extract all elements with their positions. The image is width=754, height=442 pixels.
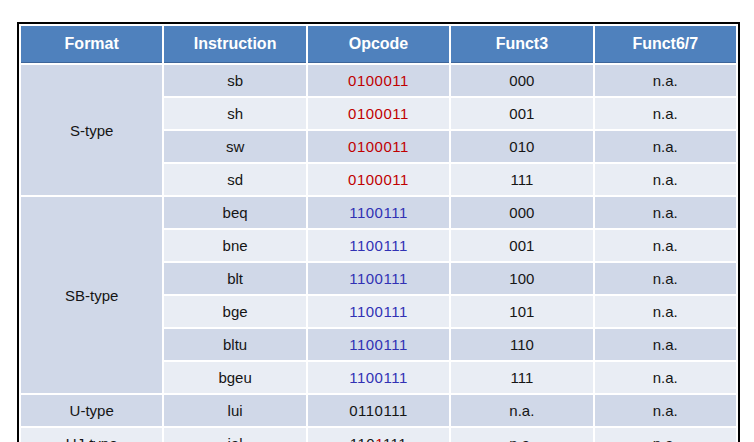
opcode-cell: 1100111 [308,362,449,393]
opcode-digits: 0100011 [348,171,409,188]
header-format: Format [21,26,162,63]
opcode-digits: 111 [383,435,407,442]
opcode-cell: 1100111 [308,263,449,294]
funct3-cell: 101 [451,296,592,327]
opcode-digits: 1 [375,435,383,442]
opcode-cell: 0100011 [308,65,449,96]
funct67-cell: n.a. [595,296,736,327]
funct3-cell: 110 [451,329,592,360]
funct67-cell: n.a. [595,98,736,129]
instruction-cell: lui [164,395,305,426]
opcode-cell: 0100011 [308,164,449,195]
opcode-cell: 1100111 [308,296,449,327]
opcode-cell: 1101111 [308,428,449,442]
funct67-cell: n.a. [595,329,736,360]
funct67-cell: n.a. [595,263,736,294]
opcode-digits: 110 [350,435,375,442]
funct3-cell: 000 [451,197,592,228]
opcode-digits: 1100111 [349,303,408,320]
funct67-cell: n.a. [595,362,736,393]
funct3-cell: 111 [451,362,592,393]
opcode-cell: 0100011 [308,131,449,162]
opcode-digits: 0100011 [348,138,409,155]
instruction-cell: beq [164,197,305,228]
table-row: U-typelui 0110111 n.a.n.a. [21,395,736,426]
instruction-format-table: Format Instruction Opcode Funct3 Funct6/… [17,22,740,442]
funct3-cell: n.a. [451,428,592,442]
instruction-cell: bltu [164,329,305,360]
funct67-cell: n.a. [595,164,736,195]
funct67-cell: n.a. [595,197,736,228]
instruction-cell: sb [164,65,305,96]
header-opcode: Opcode [308,26,449,63]
instruction-cell: sh [164,98,305,129]
instruction-cell: bne [164,230,305,261]
opcode-digits: 1100111 [349,237,408,254]
opcode-digits: 0100011 [348,105,409,122]
header-row: Format Instruction Opcode Funct3 Funct6/… [21,26,736,63]
funct3-cell: 001 [451,230,592,261]
opcode-cell: 1100111 [308,329,449,360]
instruction-cell: sw [164,131,305,162]
opcode-digits: 1100111 [349,204,408,221]
instruction-cell: bgeu [164,362,305,393]
format-cell: U-type [21,395,162,426]
slide-canvas: Format Instruction Opcode Funct3 Funct6/… [0,0,754,442]
opcode-digits: 1100111 [349,369,408,386]
header-funct3: Funct3 [451,26,592,63]
table-header: Format Instruction Opcode Funct3 Funct6/… [21,26,736,63]
opcode-cell: 1100111 [308,230,449,261]
opcode-cell: 0100011 [308,98,449,129]
opcode-digits: 1100111 [349,270,408,287]
funct3-cell: 001 [451,98,592,129]
table-row: S-typesb0100011000n.a. [21,65,736,96]
funct3-cell: 111 [451,164,592,195]
format-cell: S-type [21,65,162,195]
funct3-cell: 010 [451,131,592,162]
funct67-cell: n.a. [595,428,736,442]
funct67-cell: n.a. [595,395,736,426]
format-cell: UJ-type [21,428,162,442]
opcode-cell: 0110111 [308,395,449,426]
opcode-digits: 0110111 [349,402,408,419]
header-instruction: Instruction [164,26,305,63]
funct67-cell: n.a. [595,131,736,162]
funct3-cell: 000 [451,65,592,96]
funct67-cell: n.a. [595,65,736,96]
table-body: S-typesb0100011000n.a.sh0100011001n.a.sw… [21,65,736,442]
opcode-digits: 0100011 [348,72,409,89]
funct3-cell: 100 [451,263,592,294]
table-row: SB-typebeq1100111000n.a. [21,197,736,228]
opcode-digits: 1100111 [349,336,408,353]
instruction-cell: sd [164,164,305,195]
instruction-cell: bge [164,296,305,327]
format-cell: SB-type [21,197,162,393]
table-row: UJ-typejal1101111n.a.n.a. [21,428,736,442]
instruction-cell: jal [164,428,305,442]
funct67-cell: n.a. [595,230,736,261]
opcode-cell: 1100111 [308,197,449,228]
instruction-cell: blt [164,263,305,294]
header-funct67: Funct6/7 [595,26,736,63]
funct3-cell: n.a. [451,395,592,426]
